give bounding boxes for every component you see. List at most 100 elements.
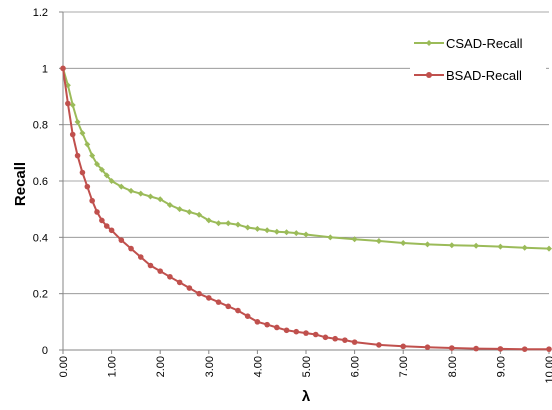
series-csad-recall bbox=[60, 65, 552, 252]
data-point bbox=[424, 344, 431, 350]
data-point bbox=[225, 220, 232, 227]
data-point bbox=[327, 234, 334, 241]
data-point bbox=[303, 330, 309, 336]
data-point bbox=[118, 183, 125, 190]
data-point bbox=[103, 172, 110, 179]
data-point bbox=[312, 331, 319, 338]
data-point bbox=[293, 328, 300, 335]
data-point bbox=[293, 230, 300, 237]
data-point bbox=[244, 313, 251, 320]
data-point bbox=[375, 237, 382, 244]
data-point bbox=[342, 337, 348, 343]
data-point bbox=[400, 239, 407, 246]
data-point bbox=[186, 208, 193, 215]
data-point bbox=[94, 161, 101, 168]
data-point bbox=[147, 262, 154, 269]
data-point bbox=[196, 290, 202, 297]
data-point bbox=[98, 166, 105, 173]
data-point bbox=[65, 100, 71, 107]
y-tick-label: 0.4 bbox=[33, 232, 48, 244]
x-tick-labels: 0.00 1.00 2.00 3.00 4.00 5.00 6.00 7.00 8.00 9.00… bbox=[58, 356, 552, 384]
series-group bbox=[60, 65, 552, 352]
x-tick-label: 2.00 bbox=[155, 356, 167, 377]
data-point bbox=[521, 244, 528, 251]
grid-lines bbox=[63, 11, 549, 295]
series-bsad-recall bbox=[60, 65, 552, 352]
data-point bbox=[332, 335, 338, 342]
data-point bbox=[274, 324, 280, 331]
data-point bbox=[69, 101, 76, 108]
data-point bbox=[186, 285, 193, 291]
y-tick-label: 0.2 bbox=[33, 289, 48, 301]
x-tick-label: 8.00 bbox=[447, 356, 459, 377]
data-point bbox=[128, 245, 134, 252]
data-point bbox=[244, 224, 251, 231]
x-tick-label: 10.00 bbox=[544, 356, 552, 384]
data-point bbox=[128, 187, 135, 194]
data-point bbox=[79, 169, 86, 176]
data-point bbox=[376, 342, 382, 348]
data-point bbox=[137, 254, 144, 260]
data-point bbox=[94, 209, 100, 215]
data-point bbox=[176, 279, 183, 286]
x-tick-label: 9.00 bbox=[495, 356, 507, 377]
x-tick-label: 7.00 bbox=[398, 356, 410, 377]
x-tick-label: 4.00 bbox=[252, 356, 264, 377]
x-axis-title: λ bbox=[302, 388, 311, 405]
data-point bbox=[215, 299, 222, 305]
legend-box bbox=[410, 28, 546, 94]
x-tick-label: 1.00 bbox=[107, 356, 119, 377]
x-tick-label: 3.00 bbox=[204, 356, 216, 377]
data-point bbox=[303, 231, 309, 238]
data-point bbox=[448, 242, 455, 249]
y-axis-title: Recall bbox=[12, 162, 29, 206]
data-point bbox=[166, 201, 173, 208]
data-point bbox=[264, 227, 271, 234]
data-point bbox=[89, 197, 95, 204]
data-point bbox=[497, 243, 504, 250]
data-point bbox=[215, 220, 222, 227]
legend: CSAD-Recall BSAD-Recall bbox=[410, 28, 546, 94]
data-point bbox=[424, 241, 431, 248]
data-point bbox=[205, 217, 212, 224]
y-tick-label: 0.6 bbox=[33, 176, 48, 188]
data-point bbox=[273, 228, 280, 235]
data-point bbox=[473, 242, 480, 249]
data-point bbox=[74, 118, 81, 125]
data-point bbox=[196, 211, 203, 218]
y-tick-label: 1 bbox=[42, 63, 48, 75]
series-line bbox=[62, 68, 549, 351]
data-point bbox=[84, 141, 91, 148]
legend-marker bbox=[426, 40, 432, 46]
y-tick-label: 1.2 bbox=[33, 7, 48, 19]
data-point bbox=[157, 196, 164, 203]
y-tick-label: 0 bbox=[42, 345, 48, 357]
data-point bbox=[108, 178, 115, 184]
data-point bbox=[235, 307, 241, 314]
data-point bbox=[283, 229, 290, 236]
data-point bbox=[254, 225, 261, 232]
legend-label: BSAD-Recall bbox=[446, 68, 522, 83]
data-point bbox=[79, 130, 86, 137]
data-point bbox=[322, 334, 329, 341]
data-point bbox=[546, 346, 552, 352]
series-line bbox=[62, 68, 550, 250]
data-point bbox=[89, 152, 96, 159]
y-tick-labels: 0 0.2 0.4 0.6 0.8 1 1.2 bbox=[33, 7, 48, 357]
data-point bbox=[351, 339, 358, 345]
data-point bbox=[99, 217, 105, 224]
data-point bbox=[167, 273, 173, 280]
data-point bbox=[400, 343, 407, 350]
data-point bbox=[234, 221, 241, 228]
data-point bbox=[176, 206, 183, 213]
x-tick-label: 0.00 bbox=[58, 356, 70, 377]
data-point bbox=[103, 223, 110, 229]
data-point bbox=[521, 346, 528, 352]
data-point bbox=[137, 190, 144, 197]
data-point bbox=[84, 183, 91, 190]
data-point bbox=[283, 327, 290, 334]
data-point bbox=[147, 193, 154, 200]
data-point bbox=[264, 321, 270, 328]
data-point bbox=[108, 227, 115, 234]
